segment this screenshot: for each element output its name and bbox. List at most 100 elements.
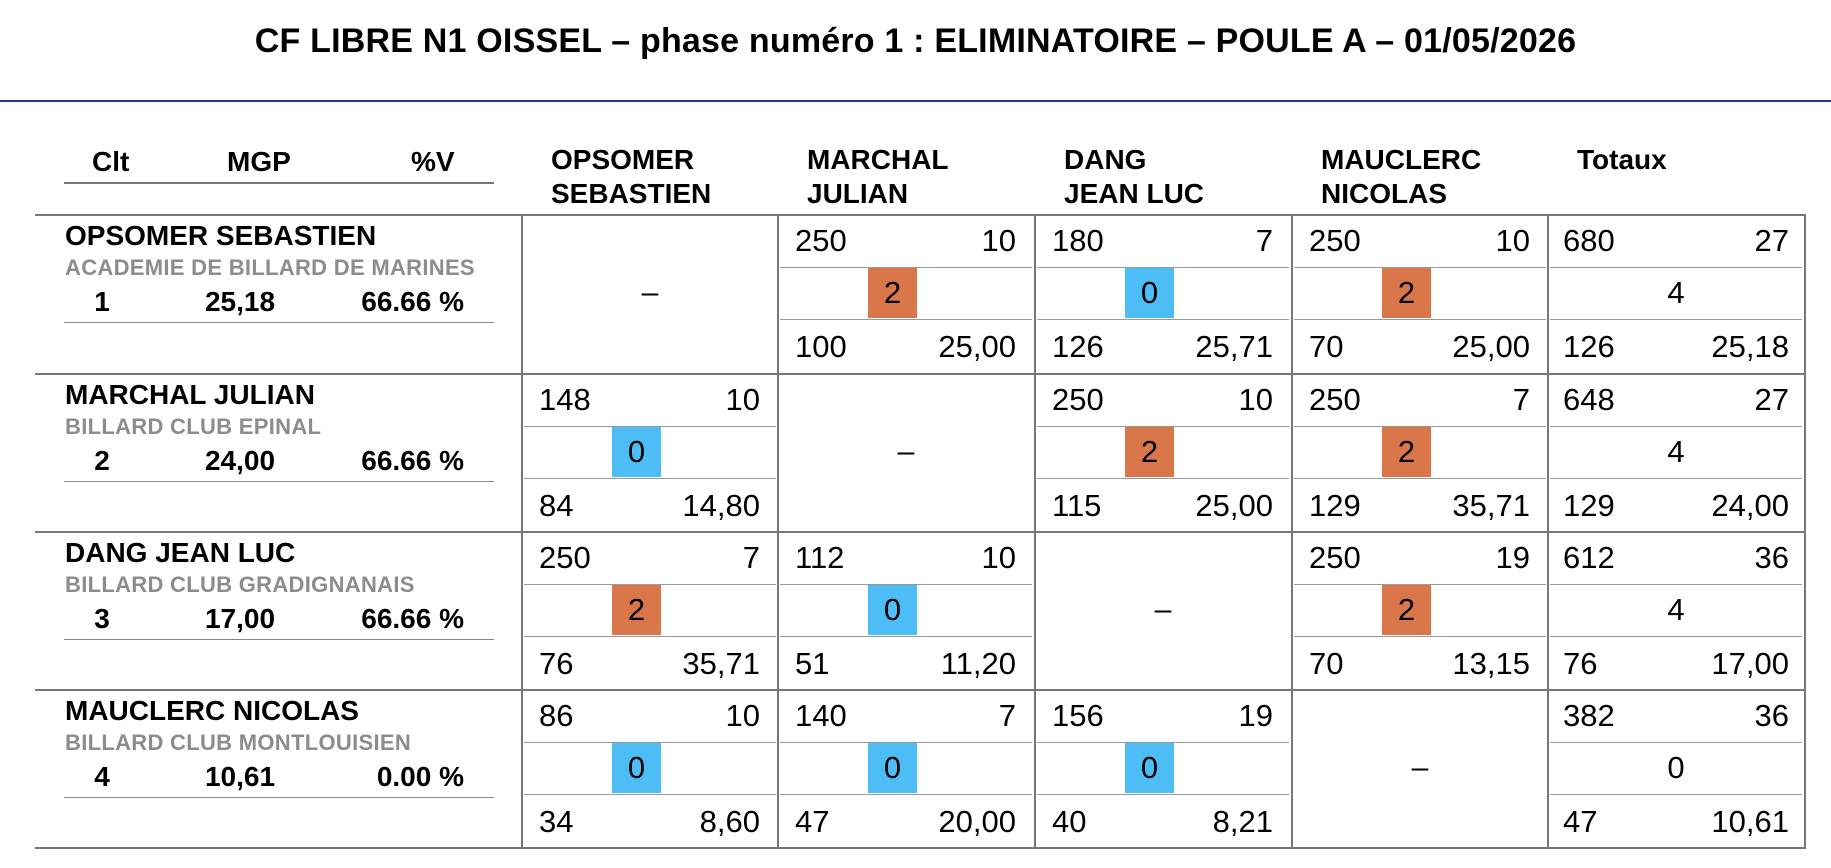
cell-divider bbox=[1550, 636, 1802, 637]
player-club: BILLARD CLUB EPINAL bbox=[65, 414, 322, 439]
match-best-series: 47 bbox=[795, 804, 830, 839]
header-opponent-4: MAUCLERC NICOLAS bbox=[1321, 144, 1482, 209]
total-score: 4 bbox=[1667, 592, 1685, 627]
match-average: 35,71 bbox=[1452, 488, 1530, 523]
total-average: 24,00 bbox=[1711, 488, 1789, 523]
match-points: 250 bbox=[795, 223, 847, 258]
win-score-badge: 2 bbox=[1125, 427, 1174, 477]
player-club: BILLARD CLUB GRADIGNANAIS bbox=[65, 572, 415, 597]
cell-divider bbox=[1550, 742, 1802, 743]
match-average: 8,21 bbox=[1212, 804, 1273, 839]
cell-divider bbox=[524, 584, 776, 585]
loss-score-badge: 0 bbox=[1125, 268, 1174, 318]
player-mgp: 17,00 bbox=[204, 603, 276, 634]
match-points: 156 bbox=[1052, 698, 1104, 733]
match-average: 35,71 bbox=[682, 646, 760, 681]
header-underline bbox=[64, 182, 494, 184]
match-innings: 10 bbox=[725, 698, 760, 733]
total-score: 4 bbox=[1667, 275, 1685, 310]
player-info-underline bbox=[64, 639, 494, 640]
cell-divider bbox=[524, 426, 776, 427]
cell-divider bbox=[524, 636, 776, 637]
total-innings: 36 bbox=[1754, 540, 1789, 575]
match-average: 25,71 bbox=[1195, 329, 1273, 364]
player-name: DANG JEAN LUC bbox=[65, 537, 296, 568]
loss-score-badge: 0 bbox=[1125, 743, 1174, 793]
match-best-series: 100 bbox=[795, 329, 847, 364]
match-average: 25,00 bbox=[1195, 488, 1273, 523]
empty-cell-dash: – bbox=[897, 435, 915, 468]
total-innings: 36 bbox=[1754, 698, 1789, 733]
match-best-series: 76 bbox=[539, 646, 574, 681]
player-club: BILLARD CLUB MONTLOUISIEN bbox=[65, 730, 412, 755]
player-mgp: 10,61 bbox=[204, 761, 276, 792]
empty-cell-dash: – bbox=[1411, 751, 1429, 784]
match-points: 140 bbox=[795, 698, 847, 733]
cell-divider bbox=[1037, 794, 1289, 795]
match-points: 250 bbox=[539, 540, 591, 575]
column-separator bbox=[521, 214, 523, 849]
player-mgp: 25,18 bbox=[204, 286, 276, 317]
total-innings: 27 bbox=[1754, 223, 1789, 258]
match-points: 86 bbox=[539, 698, 574, 733]
player-name: MAUCLERC NICOLAS bbox=[65, 695, 359, 726]
player-info-underline bbox=[64, 322, 494, 323]
player-pct-victory: 0.00 % bbox=[376, 761, 464, 792]
cell-divider bbox=[1294, 267, 1546, 268]
cell-divider bbox=[524, 478, 776, 479]
total-best-series: 126 bbox=[1563, 329, 1615, 364]
cell-divider bbox=[524, 742, 776, 743]
match-points: 250 bbox=[1309, 223, 1361, 258]
column-separator bbox=[1547, 214, 1549, 849]
match-best-series: 115 bbox=[1052, 488, 1102, 523]
cell-divider bbox=[780, 636, 1032, 637]
win-score-badge: 2 bbox=[1382, 268, 1431, 318]
cell-divider bbox=[1037, 267, 1289, 268]
cell-divider bbox=[1037, 319, 1289, 320]
total-points: 648 bbox=[1563, 382, 1615, 417]
cell-divider bbox=[1294, 478, 1546, 479]
cell-divider bbox=[1294, 319, 1546, 320]
header-mgp: MGP bbox=[227, 146, 291, 177]
cell-divider bbox=[1037, 478, 1289, 479]
player-pct-victory: 66.66 % bbox=[361, 603, 464, 634]
match-innings: 7 bbox=[1512, 382, 1530, 417]
cell-divider bbox=[780, 267, 1032, 268]
total-best-series: 129 bbox=[1563, 488, 1615, 523]
match-best-series: 129 bbox=[1309, 488, 1361, 523]
total-points: 382 bbox=[1563, 698, 1615, 733]
row-separator bbox=[35, 531, 1805, 533]
player-pct-victory: 66.66 % bbox=[361, 286, 464, 317]
player-info-underline bbox=[64, 481, 494, 482]
header-opponent-2: MARCHAL JULIAN bbox=[807, 144, 949, 209]
player-name: OPSOMER SEBASTIEN bbox=[65, 220, 377, 251]
cell-divider bbox=[1037, 426, 1289, 427]
match-best-series: 84 bbox=[539, 488, 574, 523]
total-best-series: 47 bbox=[1563, 804, 1598, 839]
player-rank: 3 bbox=[94, 603, 110, 634]
cell-divider bbox=[780, 742, 1032, 743]
cell-divider bbox=[1550, 267, 1802, 268]
column-separator bbox=[1034, 214, 1036, 849]
total-score: 0 bbox=[1667, 750, 1685, 785]
match-best-series: 40 bbox=[1052, 804, 1087, 839]
empty-cell-dash: – bbox=[641, 276, 659, 309]
cell-divider bbox=[1550, 319, 1802, 320]
total-points: 612 bbox=[1563, 540, 1615, 575]
match-best-series: 70 bbox=[1309, 329, 1344, 364]
header-opponent-1: OPSOMER SEBASTIEN bbox=[551, 144, 712, 209]
match-best-series: 51 bbox=[795, 646, 830, 681]
cell-divider bbox=[780, 319, 1032, 320]
match-points: 180 bbox=[1052, 223, 1104, 258]
empty-cell-dash: – bbox=[1154, 593, 1172, 626]
cell-divider bbox=[1550, 426, 1802, 427]
cell-divider bbox=[1037, 742, 1289, 743]
match-best-series: 126 bbox=[1052, 329, 1104, 364]
match-innings: 10 bbox=[981, 540, 1016, 575]
match-points: 250 bbox=[1309, 540, 1361, 575]
total-score: 4 bbox=[1667, 434, 1685, 469]
loss-score-badge: 0 bbox=[612, 427, 661, 477]
match-innings: 10 bbox=[1238, 382, 1273, 417]
match-points: 112 bbox=[795, 540, 845, 575]
match-innings: 10 bbox=[981, 223, 1016, 258]
